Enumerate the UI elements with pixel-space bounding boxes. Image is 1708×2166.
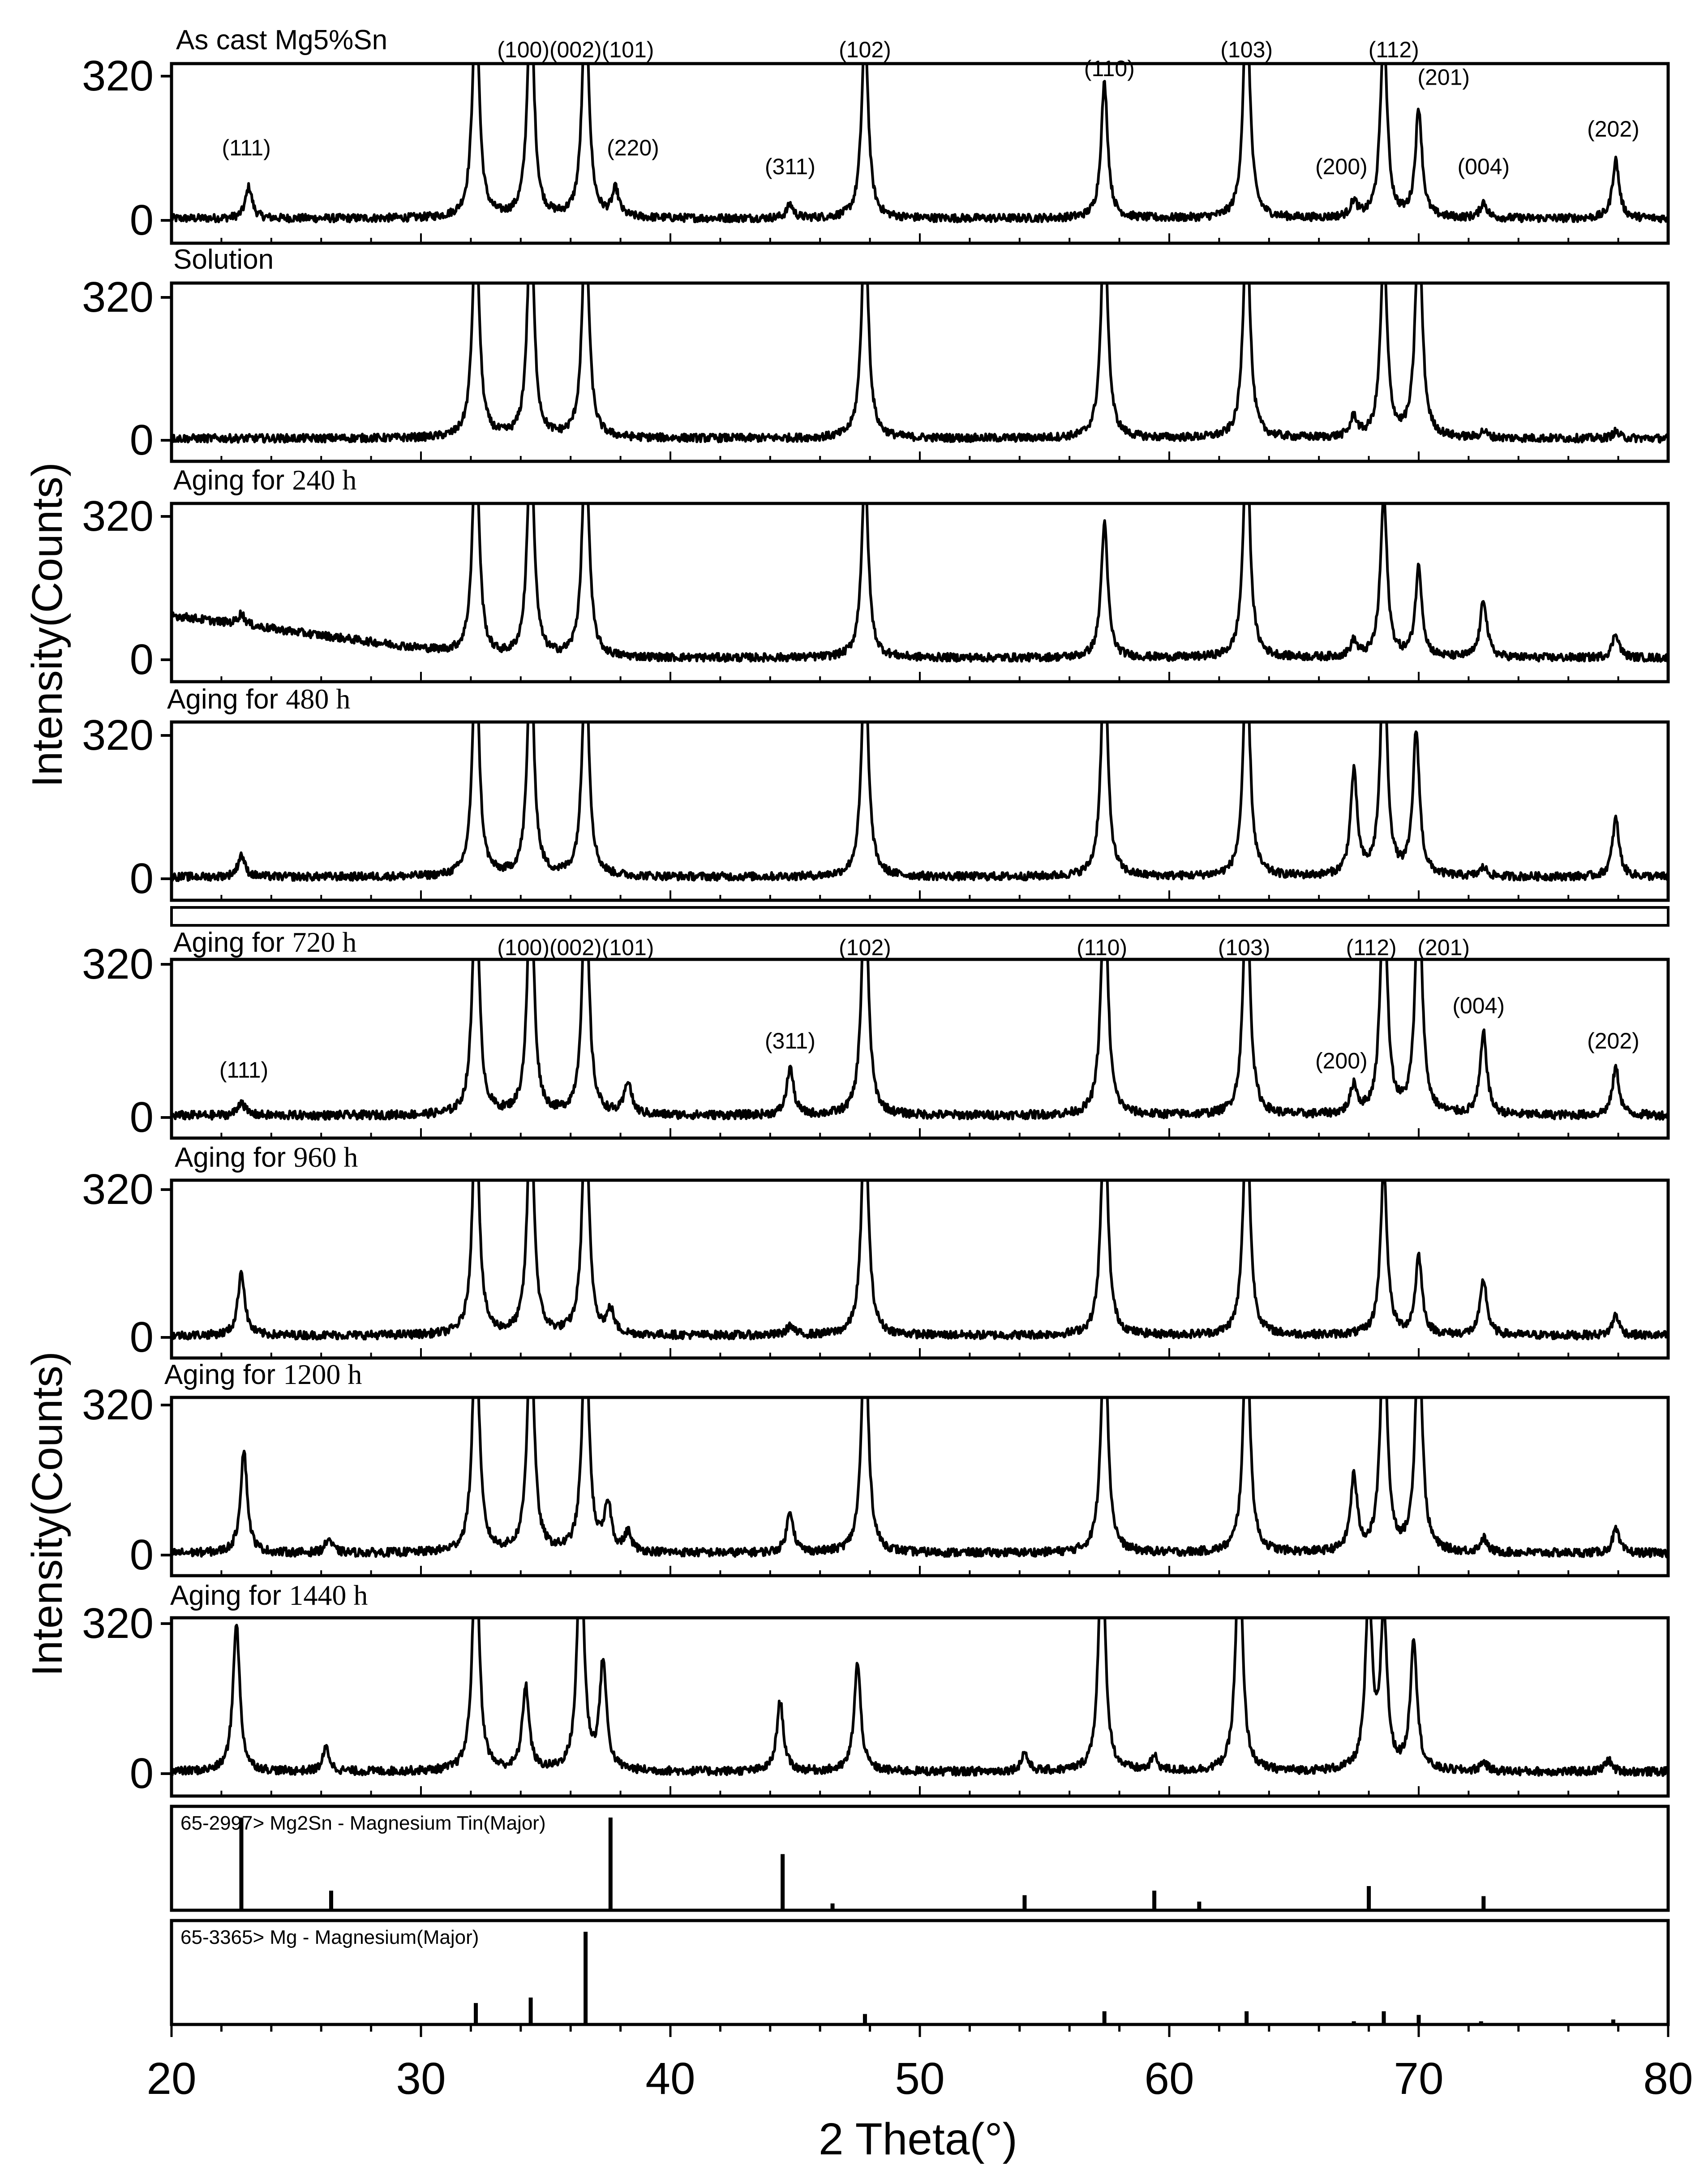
- y-tick-label: 0: [130, 1313, 154, 1361]
- xrd-panel: 0 320 Aging for 1200 h: [82, 1358, 1670, 1579]
- y-tick-label: 320: [82, 1599, 154, 1647]
- spectrum-line: [172, 503, 1668, 663]
- panel-label-prefix: Aging for: [167, 684, 286, 715]
- peak-annotation: (102): [839, 935, 891, 960]
- peak-annotation: (220): [607, 135, 659, 160]
- y-tick-label: 320: [82, 1381, 154, 1429]
- peak-annotation: (201): [1417, 935, 1470, 960]
- peak-annotation: (100)(002)(101): [497, 37, 654, 62]
- panel-label: Aging for 960 h: [175, 1141, 358, 1173]
- peak-annotation: (112): [1346, 935, 1397, 960]
- peak-annotation: (102): [839, 37, 891, 62]
- panel-label: Solution: [173, 244, 274, 275]
- xrd-panel: 0 320 Solution: [82, 244, 1670, 464]
- y-tick-label: 0: [130, 416, 154, 464]
- x-tick-label: 20: [146, 2054, 196, 2104]
- y-tick-label: 320: [82, 940, 154, 988]
- x-axis-label: 2 Theta(°): [819, 2114, 1017, 2164]
- panel-label-suffix: 480 h: [286, 683, 350, 715]
- peak-annotation: (311): [765, 154, 815, 179]
- reference-pattern: 65-2997> Mg2Sn - Magnesium Tin(Major): [170, 1805, 1670, 1912]
- peak-annotation: (202): [1587, 1028, 1639, 1053]
- peak-annotation: (004): [1452, 993, 1505, 1018]
- panel-label-suffix: 240 h: [292, 464, 356, 496]
- x-axis: 20 30 40 50 60 70 80: [146, 2024, 1693, 2104]
- panel-label-prefix: Aging for: [175, 1142, 293, 1173]
- x-tick-label: 60: [1144, 2054, 1194, 2104]
- panel-label: Aging for 480 h: [167, 683, 350, 715]
- panel-label-prefix: Aging for: [173, 465, 292, 496]
- xrd-panel: 0 320 Aging for 960 h: [82, 1141, 1670, 1361]
- peak-annotation: (004): [1457, 154, 1510, 179]
- xrd-panel: 0 320 As cast Mg5%Sn (100)(002)(101) (102) (1…: [82, 25, 1670, 245]
- xrd-panels: 0 320 As cast Mg5%Sn (100)(002)(101) (102) (1…: [82, 25, 1670, 1798]
- panel-label: Aging for 1440 h: [170, 1579, 368, 1611]
- peak-annotation: (103): [1220, 37, 1273, 62]
- panel-label-suffix: 1440 h: [289, 1579, 368, 1611]
- x-tick-label: 50: [895, 2054, 944, 2104]
- panel-label: Aging for 240 h: [173, 464, 356, 496]
- panel-label-prefix: Solution: [173, 244, 274, 275]
- reference-patterns: 65-2997> Mg2Sn - Magnesium Tin(Major) 65-…: [170, 1805, 1670, 2026]
- peak-annotation: (103): [1218, 935, 1270, 960]
- spectrum-line: [172, 1618, 1668, 1777]
- panel-label-prefix: Aging for: [164, 1359, 283, 1390]
- peak-annotation: (200): [1315, 154, 1368, 179]
- reference-pattern: 65-3365> Mg - Magnesium(Major): [170, 1919, 1670, 2026]
- xrd-panel: 0 320 Aging for 240 h: [82, 464, 1670, 683]
- y-tick-label: 0: [130, 1749, 154, 1797]
- panel-label: Aging for 720 h: [173, 926, 356, 958]
- x-tick-label: 40: [645, 2054, 695, 2104]
- reference-frame: [170, 1805, 1670, 1912]
- spectrum-line: [172, 64, 1668, 223]
- peak-annotation: (201): [1417, 64, 1470, 90]
- peak-annotation: (200): [1315, 1049, 1368, 1074]
- xrd-panel: 0 320 Aging for 1440 h: [82, 1579, 1670, 1798]
- panel-label-suffix: 720 h: [292, 926, 356, 958]
- peak-annotation: (110): [1077, 935, 1127, 960]
- y-tick-label: 320: [82, 1165, 154, 1213]
- panel-label-prefix: Aging for: [173, 927, 292, 958]
- peak-annotation: (112): [1369, 37, 1419, 62]
- panel-label-suffix: 1200 h: [283, 1358, 362, 1390]
- reference-label: 65-3365> Mg - Magnesium(Major): [180, 1926, 479, 1948]
- y-tick-label: 0: [130, 1531, 154, 1579]
- peak-annotation: (111): [219, 1057, 268, 1083]
- spectrum-line: [172, 1180, 1668, 1341]
- x-tick-label: 80: [1643, 2054, 1693, 2104]
- x-tick-label: 30: [396, 2054, 446, 2104]
- y-tick-label: 320: [82, 711, 154, 759]
- y-tick-label: 0: [130, 1093, 154, 1141]
- peak-annotation: (311): [765, 1028, 815, 1053]
- peak-annotation: (100)(002)(101): [497, 935, 654, 960]
- panel-label: As cast Mg5%Sn: [176, 25, 387, 56]
- reference-label: 65-2997> Mg2Sn - Magnesium Tin(Major): [180, 1812, 546, 1834]
- peak-annotation: (110): [1084, 56, 1135, 81]
- y-axis-label-top: Intensity(Counts): [23, 462, 71, 787]
- panel-label-suffix: 960 h: [293, 1141, 358, 1173]
- y-tick-label: 320: [82, 492, 154, 540]
- spectrum-line: [172, 283, 1668, 444]
- panel-label-prefix: Aging for: [170, 1580, 289, 1611]
- peak-annotation: (202): [1587, 116, 1639, 142]
- panel-label-prefix: As cast Mg5%Sn: [176, 25, 387, 56]
- spectrum-line: [172, 959, 1668, 1121]
- peak-annotation: (111): [222, 135, 270, 160]
- panel-separator: [170, 906, 1669, 927]
- y-tick-label: 320: [82, 273, 154, 321]
- xrd-panel: 0 320 Aging for 720 h (100)(002)(101) (102) (…: [82, 926, 1670, 1141]
- spectrum-line: [172, 1397, 1668, 1559]
- y-tick-label: 0: [130, 196, 154, 244]
- y-tick-label: 320: [82, 52, 154, 100]
- spectrum-line: [172, 722, 1668, 882]
- xrd-panel: 0 320 Aging for 480 h: [82, 683, 1670, 927]
- y-tick-label: 0: [130, 636, 154, 683]
- x-tick-label: 70: [1394, 2054, 1443, 2104]
- panel-label: Aging for 1200 h: [164, 1358, 362, 1390]
- y-tick-label: 0: [130, 855, 154, 902]
- y-axis-label-bottom: Intensity(Counts): [23, 1351, 71, 1676]
